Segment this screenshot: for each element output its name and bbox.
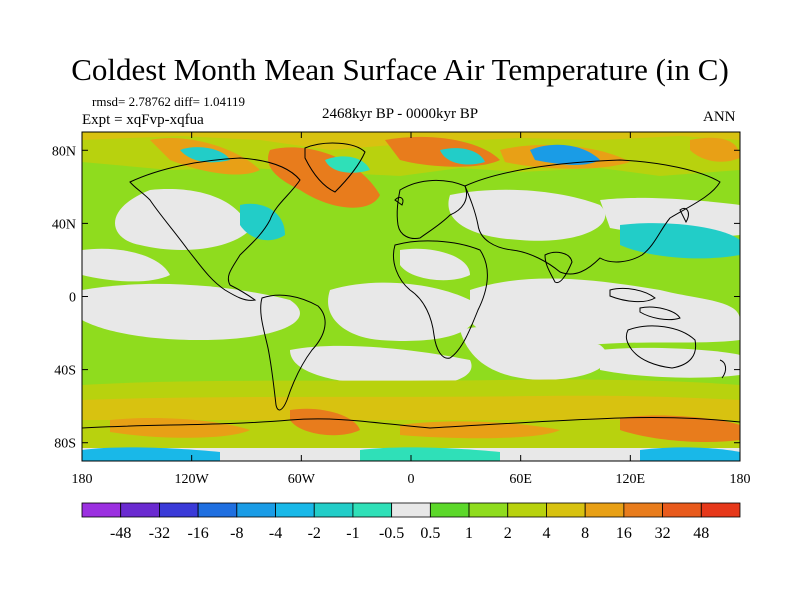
colorbar-label: -2 xyxy=(308,525,321,542)
colorbar-swatch xyxy=(662,502,702,518)
colorbar-label: 4 xyxy=(542,525,550,542)
colorbar-swatch xyxy=(546,502,586,518)
lon-tick-label: 180 xyxy=(730,472,751,487)
lat-tick-label: 40S xyxy=(54,364,76,379)
colorbar-label: 1 xyxy=(465,525,473,542)
colorbar-swatch xyxy=(507,502,547,518)
experiment-label: Expt = xqFvp-xqfua xyxy=(82,112,204,128)
colorbar-label: 16 xyxy=(616,525,632,542)
longitude-ticks: 180 120W 60W 0 60E 120E 180 xyxy=(72,132,751,487)
colorbar-swatch xyxy=(81,502,122,518)
lon-tick-label: 120W xyxy=(175,472,210,487)
colorbar-label: 32 xyxy=(655,525,671,542)
lon-tick-label: 120E xyxy=(616,472,646,487)
lat-tick-label: 80S xyxy=(54,437,76,452)
statistics-label: rmsd= 2.78762 diff= 1.04119 xyxy=(92,94,245,109)
colorbar-swatch xyxy=(197,502,238,518)
lon-tick-label: 0 xyxy=(408,472,415,487)
colorbar-swatch xyxy=(700,502,741,518)
colorbar-label: -4 xyxy=(269,525,282,542)
colorbar-label: -48 xyxy=(110,525,131,542)
lat-tick-label: 0 xyxy=(69,291,76,306)
colorbar-label: 2 xyxy=(504,525,512,542)
chart-title: Coldest Month Mean Surface Air Temperatu… xyxy=(71,52,729,87)
temperature-field xyxy=(82,132,740,461)
colorbar-swatch xyxy=(120,502,160,518)
colorbar-swatch xyxy=(623,502,663,518)
colorbar-label: -8 xyxy=(230,525,243,542)
colorbar-label: -32 xyxy=(149,525,170,542)
lat-tick-label: 40N xyxy=(52,217,76,232)
colorbar-label: 48 xyxy=(693,525,709,542)
colorbar-swatch xyxy=(584,502,625,518)
colorbar-swatch xyxy=(275,502,315,518)
coastlines xyxy=(82,142,740,429)
lon-tick-label: 60W xyxy=(288,472,316,487)
colorbar-label: 8 xyxy=(581,525,589,542)
colorbar-swatch xyxy=(391,502,431,518)
colorbar-swatch xyxy=(313,502,354,518)
colorbar-label: -16 xyxy=(187,525,208,542)
colorbar-label: 0.5 xyxy=(420,525,440,542)
colorbar: -48 -32 -16 -8 -4 -2 -1 -0.5 0.5 1 2 4 8 16 32 48 xyxy=(81,502,741,542)
colorbar-swatch xyxy=(468,502,509,518)
colorbar-swatch xyxy=(429,502,470,518)
colorbar-swatch xyxy=(159,502,199,518)
lat-tick-label: 80N xyxy=(52,144,76,159)
lon-tick-label: 180 xyxy=(72,472,93,487)
colorbar-label: -1 xyxy=(346,525,359,542)
latitude-ticks: 80N 40N 0 40S 80S xyxy=(52,144,740,452)
colorbar-swatch xyxy=(352,502,393,518)
period-label: 2468kyr BP - 0000kyr BP xyxy=(322,106,479,122)
colorbar-label: -0.5 xyxy=(379,525,404,542)
colorbar-swatch xyxy=(236,502,276,518)
season-label: ANN xyxy=(703,109,736,125)
lon-tick-label: 60E xyxy=(509,472,532,487)
